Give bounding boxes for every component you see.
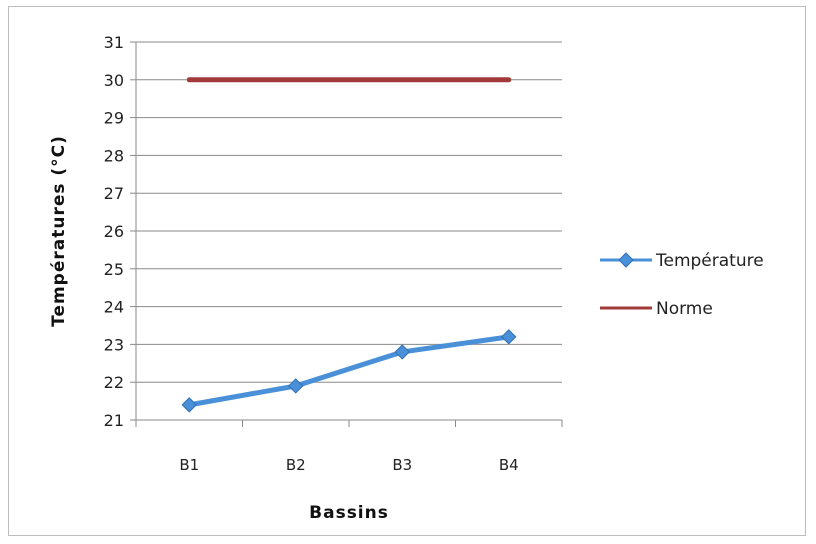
- y-tick-label: 26: [104, 222, 124, 241]
- y-tick-label: 21: [104, 411, 124, 430]
- y-tick-label: 24: [104, 298, 124, 317]
- series-line-0: [186, 334, 512, 408]
- data-point: [501, 329, 517, 345]
- y-tick-label: 30: [104, 71, 124, 90]
- y-tick-label: 23: [104, 335, 124, 354]
- x-tick-label: B3: [392, 456, 412, 474]
- chart-frame: [8, 6, 806, 536]
- y-tick-label: 22: [104, 373, 124, 392]
- y-axis-ticks: 21 22 23 24 25 26 27 28 29 30 31: [104, 33, 136, 430]
- y-tick-label: 25: [104, 260, 124, 279]
- legend-label: Norme: [656, 299, 713, 319]
- data-point: [288, 378, 304, 394]
- gridlines: [136, 41, 562, 421]
- x-tick-label: B2: [286, 456, 306, 474]
- y-tick-label: 29: [104, 109, 124, 128]
- x-tick-label: B4: [499, 456, 519, 474]
- x-tick-label: B1: [179, 456, 199, 474]
- data-point: [181, 397, 197, 413]
- legend-item-1: Norme: [600, 299, 713, 319]
- data-point: [394, 344, 410, 360]
- y-tick-label: 31: [104, 33, 124, 52]
- y-tick-label: 27: [104, 184, 124, 203]
- y-axis-title: Températures (°C): [49, 135, 69, 327]
- legend-item-0: Température: [600, 251, 764, 271]
- axes: [135, 42, 562, 421]
- legend-marker: [618, 252, 634, 268]
- x-axis-title: Bassins: [309, 503, 389, 523]
- y-tick-label: 28: [104, 146, 124, 165]
- legend: Température Norme: [600, 251, 764, 319]
- series-layer: [181, 77, 517, 413]
- legend-label: Température: [655, 251, 764, 271]
- x-axis-ticks: B1 B2 B3 B4: [135, 420, 563, 474]
